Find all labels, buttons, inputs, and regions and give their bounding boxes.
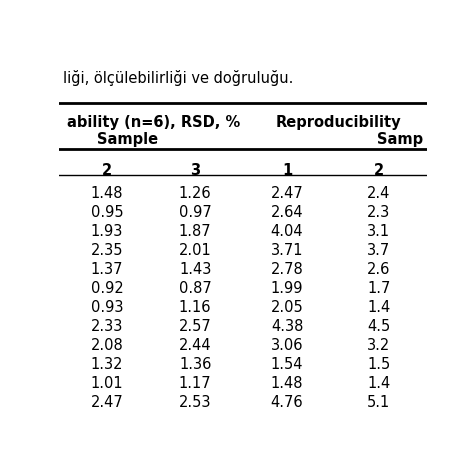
Text: 1.5: 1.5 xyxy=(367,357,391,372)
Text: 2.05: 2.05 xyxy=(271,301,303,315)
Text: 2.64: 2.64 xyxy=(271,205,303,220)
Text: 0.87: 0.87 xyxy=(179,282,211,296)
Text: 1.93: 1.93 xyxy=(91,224,123,239)
Text: 2.35: 2.35 xyxy=(91,243,123,258)
Text: 2.01: 2.01 xyxy=(179,243,211,258)
Text: 2.33: 2.33 xyxy=(91,319,123,334)
Text: ability (n=6), RSD, %: ability (n=6), RSD, % xyxy=(66,115,240,130)
Text: 1: 1 xyxy=(282,164,292,178)
Text: 2.57: 2.57 xyxy=(179,319,211,334)
Text: 0.93: 0.93 xyxy=(91,301,123,315)
Text: 3.2: 3.2 xyxy=(367,338,391,353)
Text: 2.44: 2.44 xyxy=(179,338,211,353)
Text: 4.38: 4.38 xyxy=(271,319,303,334)
Text: 3.06: 3.06 xyxy=(271,338,303,353)
Text: 1.48: 1.48 xyxy=(271,376,303,391)
Text: 0.95: 0.95 xyxy=(91,205,123,220)
Text: 4.04: 4.04 xyxy=(271,224,303,239)
Text: 2.53: 2.53 xyxy=(179,395,211,410)
Text: 1.99: 1.99 xyxy=(271,282,303,296)
Text: 1.4: 1.4 xyxy=(367,301,391,315)
Text: 1.48: 1.48 xyxy=(91,186,123,201)
Text: 2.6: 2.6 xyxy=(367,263,391,277)
Text: 1.43: 1.43 xyxy=(179,263,211,277)
Text: 1.32: 1.32 xyxy=(91,357,123,372)
Text: 2.47: 2.47 xyxy=(271,186,303,201)
Text: 0.97: 0.97 xyxy=(179,205,211,220)
Text: 1.16: 1.16 xyxy=(179,301,211,315)
Text: 2.78: 2.78 xyxy=(271,263,303,277)
Text: 0.92: 0.92 xyxy=(91,282,123,296)
Text: 3.71: 3.71 xyxy=(271,243,303,258)
Text: 2.4: 2.4 xyxy=(367,186,391,201)
Text: 1.4: 1.4 xyxy=(367,376,391,391)
Text: 2: 2 xyxy=(374,164,384,178)
Text: 2.3: 2.3 xyxy=(367,205,391,220)
Text: 2: 2 xyxy=(102,164,112,178)
Text: Sample: Sample xyxy=(97,132,158,147)
Text: 1.54: 1.54 xyxy=(271,357,303,372)
Text: 1.36: 1.36 xyxy=(179,357,211,372)
Text: Reproducibility: Reproducibility xyxy=(276,115,401,130)
Text: 1.01: 1.01 xyxy=(91,376,123,391)
Text: Samp: Samp xyxy=(377,132,423,147)
Text: 3: 3 xyxy=(190,164,200,178)
Text: 1.7: 1.7 xyxy=(367,282,391,296)
Text: 2.47: 2.47 xyxy=(91,395,123,410)
Text: 1.87: 1.87 xyxy=(179,224,211,239)
Text: 3.7: 3.7 xyxy=(367,243,391,258)
Text: 5.1: 5.1 xyxy=(367,395,391,410)
Text: liği, ölçülebilirliği ve doğruluğu.: liği, ölçülebilirliği ve doğruluğu. xyxy=(63,70,293,86)
Text: 3.1: 3.1 xyxy=(367,224,391,239)
Text: 2.08: 2.08 xyxy=(91,338,123,353)
Text: 1.26: 1.26 xyxy=(179,186,211,201)
Text: 1.17: 1.17 xyxy=(179,376,211,391)
Text: 1.37: 1.37 xyxy=(91,263,123,277)
Text: 4.76: 4.76 xyxy=(271,395,303,410)
Text: 4.5: 4.5 xyxy=(367,319,391,334)
